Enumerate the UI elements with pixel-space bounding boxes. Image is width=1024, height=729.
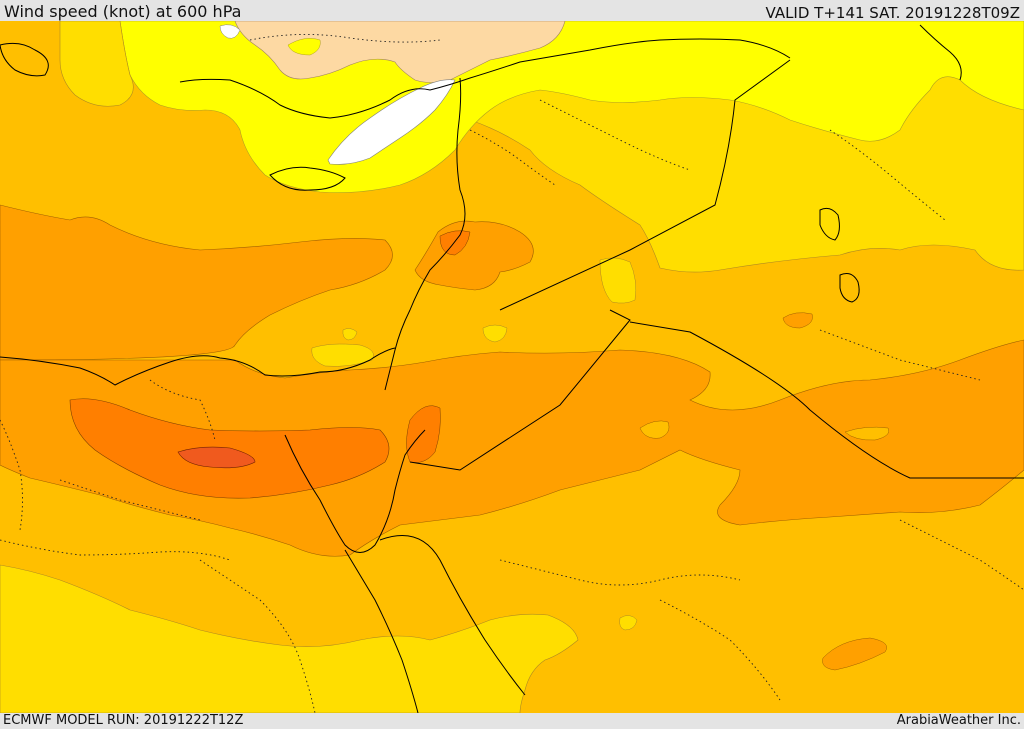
coastlines [0, 24, 1024, 713]
field-gold-northwest [59, 21, 134, 107]
field-orange-se-small [822, 637, 887, 671]
field-yellow-patch-north [287, 38, 321, 56]
field-gold-patch-levant [599, 257, 637, 304]
field-gold-patch-coast [311, 343, 374, 367]
field-amber-east-blob [639, 420, 670, 439]
field-orange-south [0, 339, 1024, 557]
field-white-patch-small [219, 24, 241, 39]
map-title: Wind speed (knot) at 600 hPa [4, 2, 242, 21]
model-run: ECMWF MODEL RUN: 20191222T12Z [3, 713, 244, 728]
field-orange-west [0, 204, 393, 361]
field-gold-patch-small-1 [482, 324, 508, 343]
field-gold-southwest [0, 564, 579, 713]
valid-time: VALID T+141 SAT. 20191228T09Z [765, 4, 1020, 22]
admin-boundaries [0, 33, 1024, 713]
field-peach-north [234, 21, 566, 83]
credit-text: ArabiaWeather Inc. [896, 713, 1021, 728]
header-bar: Wind speed (knot) at 600 hPa VALID T+141… [0, 0, 1024, 21]
footer-bar: ECMWF MODEL RUN: 20191222T12Z ArabiaWeat… [0, 713, 1024, 729]
field-gold-patch-small-2 [342, 328, 358, 341]
field-darkorange-levant [439, 230, 471, 256]
wind-speed-map [0, 21, 1024, 713]
field-red-core [177, 446, 256, 469]
field-amber-east-blob-2 [844, 426, 889, 441]
field-white-patch [327, 79, 456, 165]
field-gold-patch-small-3 [619, 615, 638, 631]
field-orange-east-small [782, 312, 813, 329]
